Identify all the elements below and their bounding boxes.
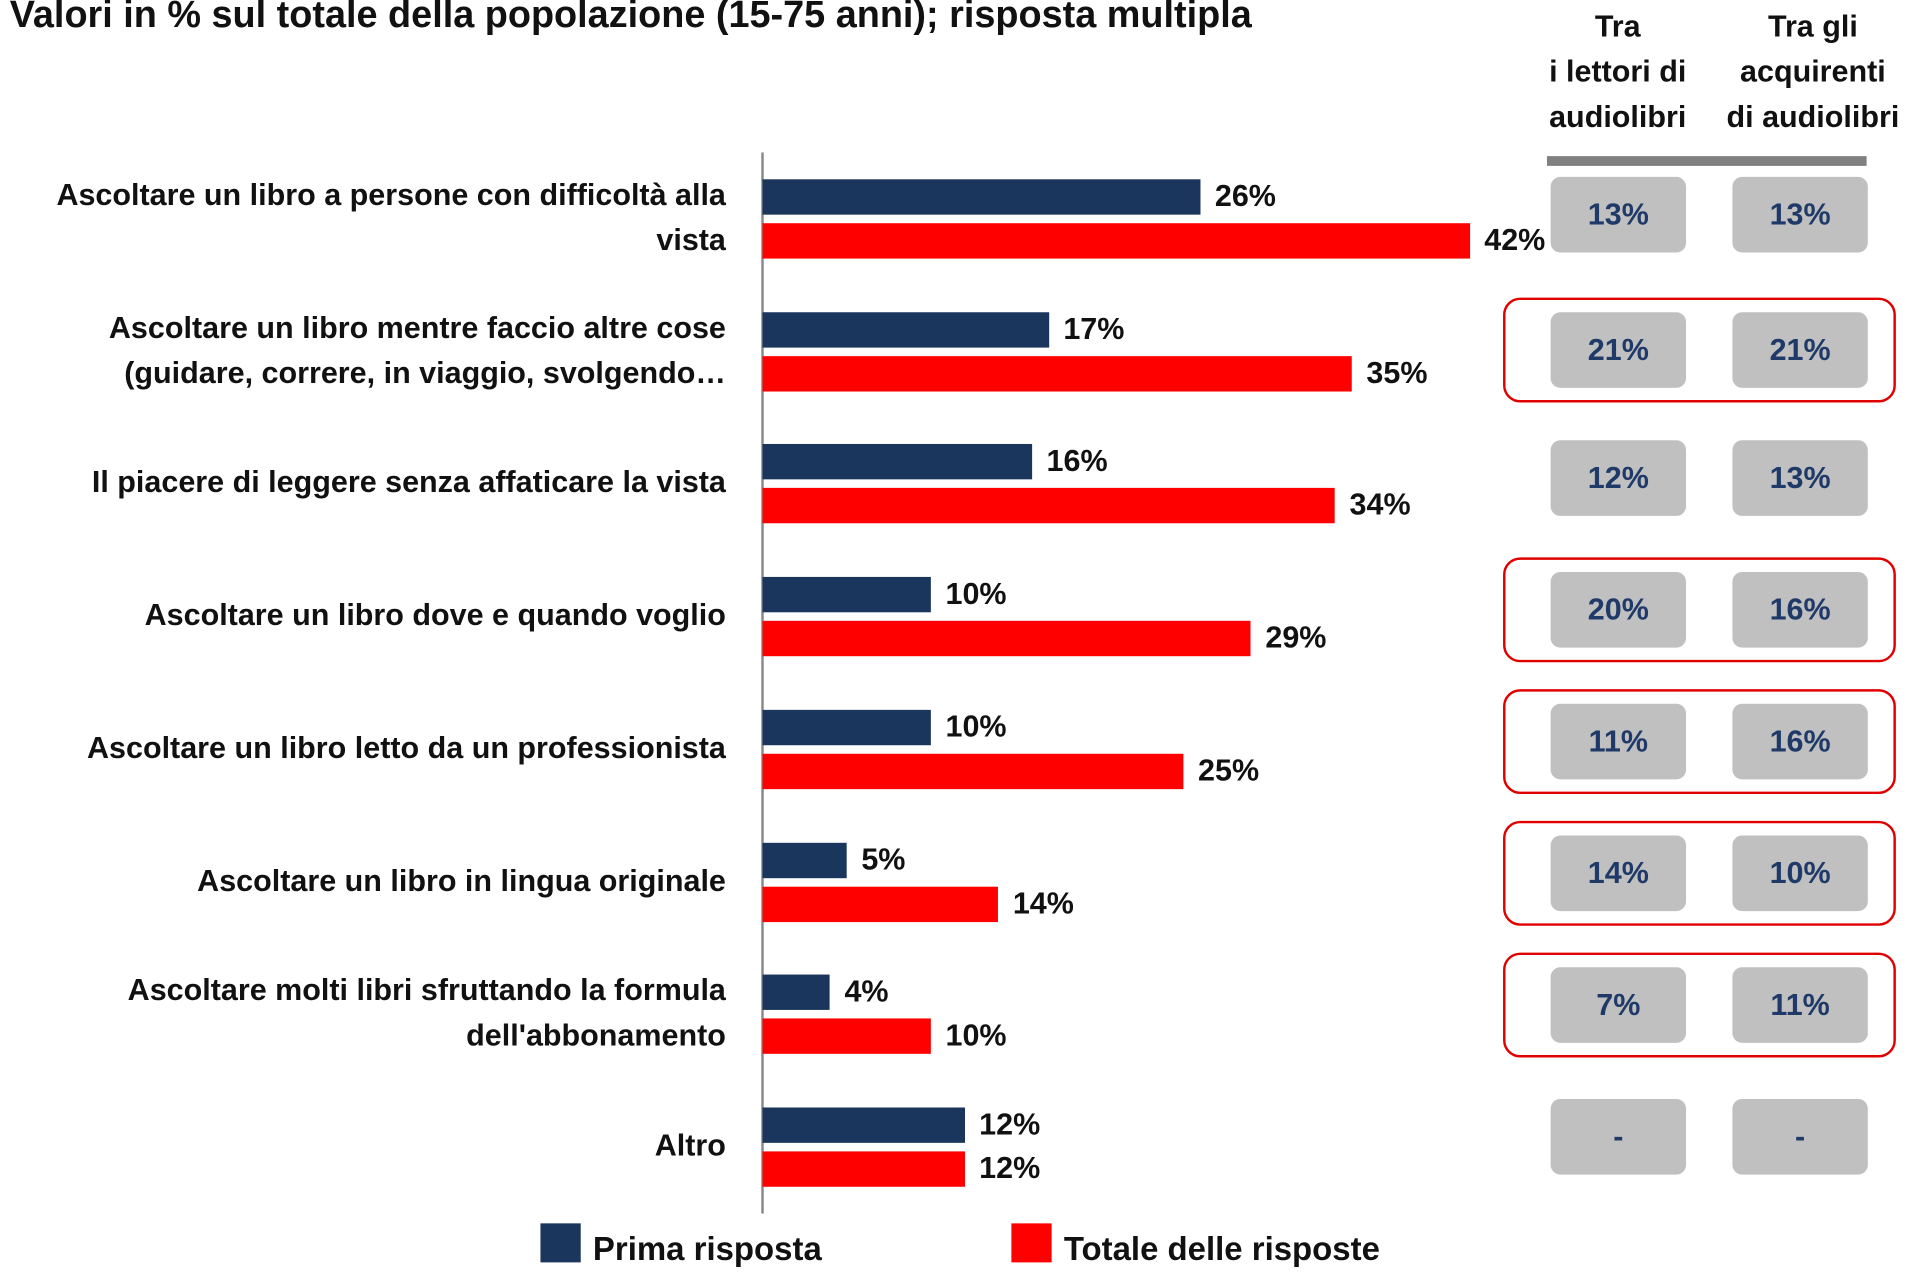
table-cell: 16%	[1732, 572, 1868, 648]
table-header: Tra gli acquirenti di audiolibri	[1726, 9, 1900, 135]
category-label: Ascoltare un libro mentre faccio altre c…	[108, 310, 726, 390]
bar	[762, 974, 830, 1011]
table-header: Tra i lettori di audiolibri	[1549, 9, 1687, 135]
table-cell: 16%	[1732, 703, 1868, 780]
highlight-box	[1503, 952, 1896, 1058]
value-label: 25%	[1198, 753, 1260, 788]
value-label: 29%	[1265, 620, 1327, 656]
bar	[762, 355, 1352, 392]
value-label: 35%	[1366, 355, 1428, 390]
bar	[762, 620, 1251, 657]
value-label: 4%	[844, 974, 889, 1009]
table-cell: 12%	[1550, 440, 1687, 516]
table-cell: 7%	[1550, 967, 1687, 1043]
value-label: 14%	[1012, 886, 1074, 921]
category-label: Ascoltare un libro a persone con diffico…	[56, 178, 726, 258]
bar	[762, 223, 1470, 259]
value-label: 26%	[1214, 179, 1276, 214]
table-cell: -	[1732, 1098, 1868, 1175]
category-label: Ascoltare un libro in lingua originale	[197, 863, 726, 898]
highlight-box	[1503, 689, 1896, 795]
bar	[762, 886, 999, 922]
category-label: Altro	[654, 1128, 726, 1163]
highlight-box	[1503, 820, 1896, 926]
value-label: 42%	[1484, 223, 1546, 258]
bar	[762, 1151, 965, 1187]
highlight-box	[1503, 557, 1896, 663]
bar	[762, 1018, 931, 1055]
value-label: 12%	[979, 1151, 1041, 1186]
table-cell: 11%	[1550, 703, 1687, 780]
table-cell: 13%	[1732, 440, 1868, 516]
table-cell: 13%	[1550, 176, 1687, 253]
table-cell: 13%	[1732, 176, 1868, 253]
bar	[762, 753, 1184, 789]
category-label: Ascoltare un libro dove e quando voglio	[144, 598, 726, 633]
value-label: 16%	[1046, 444, 1108, 479]
value-label: 34%	[1349, 488, 1411, 523]
bar	[762, 444, 1032, 480]
category-label: Il piacere di leggere senza affaticare l…	[91, 465, 726, 500]
table-cell: 11%	[1732, 967, 1868, 1043]
bar	[762, 709, 931, 745]
highlight-box	[1503, 297, 1896, 403]
legend-label: Totale delle risposte	[1063, 1230, 1380, 1268]
value-label: 12%	[979, 1107, 1041, 1142]
table-cell: -	[1550, 1098, 1687, 1175]
legend-label: Prima risposta	[592, 1230, 822, 1268]
category-label: Ascoltare molti libri sfruttando la form…	[127, 973, 726, 1053]
bar	[762, 179, 1201, 215]
legend-swatch	[540, 1223, 581, 1263]
bar	[762, 311, 1049, 348]
axis-line	[761, 152, 764, 1214]
value-label: 10%	[945, 709, 1007, 744]
table-cell: 10%	[1732, 835, 1868, 912]
table-rule	[1546, 156, 1867, 166]
table-cell: 21%	[1732, 312, 1868, 388]
bar	[762, 1107, 965, 1143]
table-cell: 20%	[1550, 572, 1687, 648]
category-label: Ascoltare un libro letto da un professio…	[87, 730, 726, 766]
bar	[762, 488, 1335, 524]
value-label: 10%	[945, 1018, 1007, 1053]
table-cell: 21%	[1550, 312, 1687, 388]
bar	[762, 577, 931, 613]
value-label: 17%	[1063, 311, 1125, 347]
table-cell: 14%	[1550, 835, 1687, 912]
legend-swatch	[1011, 1223, 1052, 1263]
value-label: 5%	[861, 842, 906, 877]
value-label: 10%	[945, 577, 1007, 612]
bar	[762, 842, 847, 878]
chart-title: Valori in % sul totale della popolazione…	[9, 0, 1252, 36]
